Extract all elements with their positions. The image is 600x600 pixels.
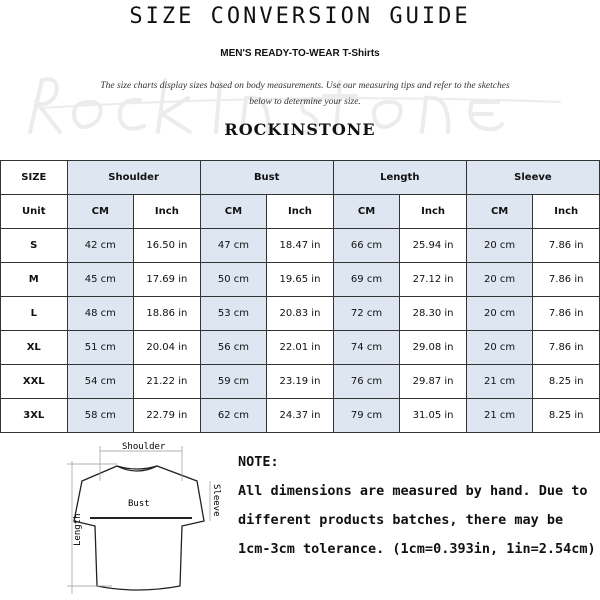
value-cell: 45 cm (66, 262, 135, 297)
value-cell: 50 cm (199, 262, 268, 297)
value-cell: 20 cm (465, 296, 534, 331)
value-cell: 74 cm (332, 330, 401, 365)
value-cell: 42 cm (66, 228, 135, 263)
value-cell: 8.25 in (532, 398, 600, 433)
value-cell: 16.50 in (133, 228, 201, 263)
table-row: L 48 cm 18.86 in 53 cm 20.83 in 72 cm 28.30 in… (0, 296, 600, 331)
table-row: S 42 cm 16.50 in 47 cm 18.47 in 66 cm 25.94 in… (0, 228, 600, 263)
value-cell: 24.37 in (266, 398, 334, 433)
value-cell: 21 cm (465, 398, 534, 433)
note-heading: NOTE: (238, 454, 279, 470)
value-cell: 25.94 in (399, 228, 467, 263)
value-cell: 20.83 in (266, 296, 334, 331)
size-cell: S (0, 228, 68, 263)
value-cell: 18.86 in (133, 296, 201, 331)
value-cell: 20 cm (465, 330, 534, 365)
value-cell: 54 cm (66, 364, 135, 399)
value-cell: 31.05 in (399, 398, 467, 433)
value-cell: 22.01 in (266, 330, 334, 365)
group-header: Bust (199, 160, 334, 195)
group-header: Length (332, 160, 467, 195)
value-cell: 66 cm (332, 228, 401, 263)
table-row: 3XL 58 cm 22.79 in 62 cm 24.37 in 79 cm 31.05 … (0, 398, 600, 433)
value-cell: 51 cm (66, 330, 135, 365)
unit-inch: Inch (399, 194, 467, 229)
size-cell: 3XL (0, 398, 68, 433)
value-cell: 53 cm (199, 296, 268, 331)
page-title: SIZE CONVERSION GUIDE (129, 4, 471, 29)
header-row: SIZE Shoulder Bust Length Sleeve (0, 160, 600, 195)
group-header: Shoulder (66, 160, 201, 195)
value-cell: 20 cm (465, 228, 534, 263)
tshirt-diagram: Shoulder Bust Sleeve Length (67, 442, 221, 594)
value-cell: 59 cm (199, 364, 268, 399)
unit-inch: Inch (532, 194, 600, 229)
size-cell: L (0, 296, 68, 331)
group-header: Sleeve (465, 160, 600, 195)
value-cell: 29.08 in (399, 330, 467, 365)
value-cell: 22.79 in (133, 398, 201, 433)
value-cell: 62 cm (199, 398, 268, 433)
value-cell: 7.86 in (532, 262, 600, 297)
size-header: SIZE (0, 160, 68, 195)
unit-cm: CM (199, 194, 268, 229)
unit-cm: CM (332, 194, 401, 229)
value-cell: 8.25 in (532, 364, 600, 399)
value-cell: 58 cm (66, 398, 135, 433)
value-cell: 20 cm (465, 262, 534, 297)
unit-cm: CM (465, 194, 534, 229)
value-cell: 47 cm (199, 228, 268, 263)
size-cell: M (0, 262, 68, 297)
brand-name: ROCKINSTONE (224, 120, 376, 139)
value-cell: 27.12 in (399, 262, 467, 297)
value-cell: 20.04 in (133, 330, 201, 365)
value-cell: 69 cm (332, 262, 401, 297)
value-cell: 56 cm (199, 330, 268, 365)
value-cell: 7.86 in (532, 296, 600, 331)
unit-cm: CM (66, 194, 135, 229)
value-cell: 21.22 in (133, 364, 201, 399)
subtitle: MEN'S READY-TO-WEAR T-Shirts (220, 48, 380, 59)
unit-header: Unit (0, 194, 68, 229)
value-cell: 7.86 in (532, 330, 600, 365)
size-cell: XL (0, 330, 68, 365)
size-cell: XXL (0, 364, 68, 399)
bust-label: Bust (128, 499, 150, 509)
table-row: M 45 cm 17.69 in 50 cm 19.65 in 69 cm 27.12 in… (0, 262, 600, 297)
length-label: Length (73, 513, 83, 546)
value-cell: 19.65 in (266, 262, 334, 297)
value-cell: 7.86 in (532, 228, 600, 263)
value-cell: 23.19 in (266, 364, 334, 399)
value-cell: 28.30 in (399, 296, 467, 331)
unit-inch: Inch (133, 194, 201, 229)
sleeve-label: Sleeve (211, 484, 221, 517)
unit-inch: Inch (266, 194, 334, 229)
note-text: All dimensions are measured by hand. Due… (238, 483, 596, 557)
value-cell: 76 cm (332, 364, 401, 399)
value-cell: 17.69 in (133, 262, 201, 297)
table-row: XXL 54 cm 21.22 in 59 cm 23.19 in 76 cm 29.87 … (0, 364, 600, 399)
value-cell: 18.47 in (266, 228, 334, 263)
note: NOTE: All dimensions are measured by han… (238, 448, 598, 564)
value-cell: 21 cm (465, 364, 534, 399)
shoulder-label: Shoulder (122, 442, 166, 452)
description: The size charts display sizes based on b… (100, 81, 510, 107)
value-cell: 79 cm (332, 398, 401, 433)
table-row: XL 51 cm 20.04 in 56 cm 22.01 in 74 cm 29.08 i… (0, 330, 600, 365)
size-table: SIZE Shoulder Bust Length Sleeve Unit CM Inch CM… (0, 160, 600, 433)
value-cell: 29.87 in (399, 364, 467, 399)
value-cell: 48 cm (66, 296, 135, 331)
value-cell: 72 cm (332, 296, 401, 331)
unit-row: Unit CM Inch CM Inch CM Inch CM Inch (0, 194, 600, 229)
